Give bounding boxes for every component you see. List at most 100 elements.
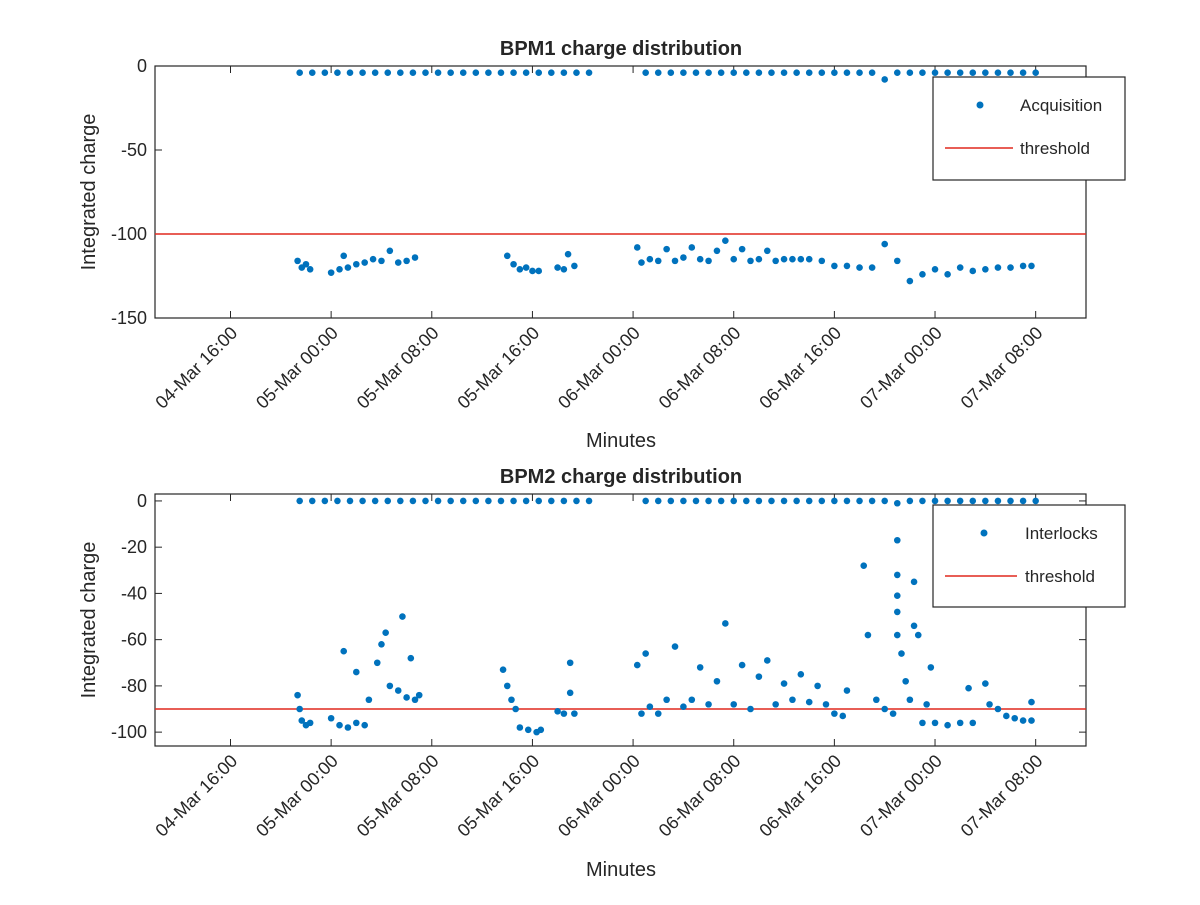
data-point [537, 726, 545, 734]
data-point [306, 265, 314, 273]
data-point [906, 69, 914, 77]
data-point [893, 592, 901, 600]
data-point [843, 69, 851, 77]
data-point [365, 696, 373, 704]
y-tick-label: -50 [121, 140, 147, 160]
data-point [755, 673, 763, 680]
data-point [642, 497, 649, 505]
data-point [805, 698, 813, 706]
data-point [982, 265, 989, 273]
data-point [722, 620, 729, 627]
data-point [459, 69, 467, 77]
data-point [369, 255, 377, 263]
data-point [705, 701, 712, 708]
x-tick-label: 06-Mar 00:00 [554, 323, 644, 413]
data-point [772, 257, 779, 265]
data-point [327, 714, 335, 722]
data-point [654, 710, 662, 717]
data-point [914, 631, 922, 639]
data-point [294, 257, 301, 265]
data-point [772, 701, 779, 708]
data-point [688, 696, 696, 704]
data-point [931, 69, 939, 77]
data-point [763, 247, 771, 255]
data-point [646, 255, 654, 263]
data-point [371, 497, 379, 505]
data-point [646, 703, 654, 710]
data-point [919, 69, 926, 77]
data-point [805, 255, 813, 263]
chart-panel-bpm1: BPM1 charge distribution 0 -50 -100 -150 04… [78, 38, 1126, 452]
data-point [919, 497, 926, 505]
data-point [346, 497, 354, 505]
data-point [919, 719, 926, 727]
data-point [818, 69, 826, 77]
data-point [566, 659, 574, 667]
x-tick-label: 05-Mar 00:00 [252, 323, 342, 413]
data-point [893, 631, 901, 639]
y-tick-label: -80 [121, 676, 147, 696]
x-tick-label: 05-Mar 16:00 [453, 751, 543, 841]
data-point [407, 654, 415, 662]
data-point [881, 497, 889, 505]
data-point [860, 562, 868, 569]
data-point [308, 497, 316, 505]
x-tick-label: 05-Mar 00:00 [252, 751, 342, 841]
data-point [893, 608, 901, 616]
data-point [919, 271, 926, 278]
data-point [334, 497, 341, 505]
data-point [384, 497, 392, 505]
data-point [548, 69, 555, 77]
data-point [856, 69, 863, 77]
data-point [906, 696, 914, 704]
data-point [361, 721, 368, 729]
data-point [361, 259, 368, 266]
data-point [340, 252, 348, 260]
data-point [499, 666, 507, 674]
data-point [571, 262, 578, 270]
data-point [667, 69, 675, 77]
data-point [730, 701, 738, 708]
data-point [642, 69, 649, 77]
data-point [831, 497, 838, 505]
data-point [503, 682, 511, 690]
data-point [386, 247, 394, 255]
data-point [321, 69, 329, 77]
data-point [986, 701, 993, 708]
data-point [969, 719, 977, 727]
data-point [384, 69, 392, 77]
data-point [346, 69, 354, 77]
data-point [793, 69, 800, 77]
legend: Interlocks threshold [932, 504, 1126, 608]
data-point [927, 664, 935, 671]
plot-area [154, 65, 1087, 319]
data-point [298, 717, 306, 724]
data-point [638, 259, 645, 266]
data-point [780, 680, 788, 687]
data-point [696, 255, 704, 263]
chart-panel-bpm2: BPM2 charge distribution 0 -20 -40 -60 -80 -1… [78, 466, 1126, 881]
data-point [1003, 712, 1010, 720]
data-point [359, 497, 366, 505]
x-axis-label: Minutes [586, 430, 656, 452]
data-point [717, 497, 725, 505]
data-point [1019, 717, 1027, 724]
data-point [906, 277, 914, 285]
data-point [982, 680, 989, 687]
data-point [931, 497, 939, 505]
data-point [510, 260, 517, 268]
data-point [472, 69, 480, 77]
data-point [956, 497, 964, 505]
y-axis: 0 -50 -100 -150 [111, 56, 1086, 328]
data-point [382, 629, 389, 637]
data-point [321, 497, 329, 505]
x-tick-label: 07-Mar 08:00 [957, 751, 1047, 841]
x-tick-label: 07-Mar 00:00 [856, 751, 946, 841]
x-tick-label: 04-Mar 16:00 [151, 323, 241, 413]
data-point [1019, 262, 1027, 270]
data-point [503, 252, 511, 260]
data-point [780, 255, 788, 263]
data-point [780, 69, 788, 77]
data-point [910, 578, 918, 586]
data-point [768, 69, 775, 77]
